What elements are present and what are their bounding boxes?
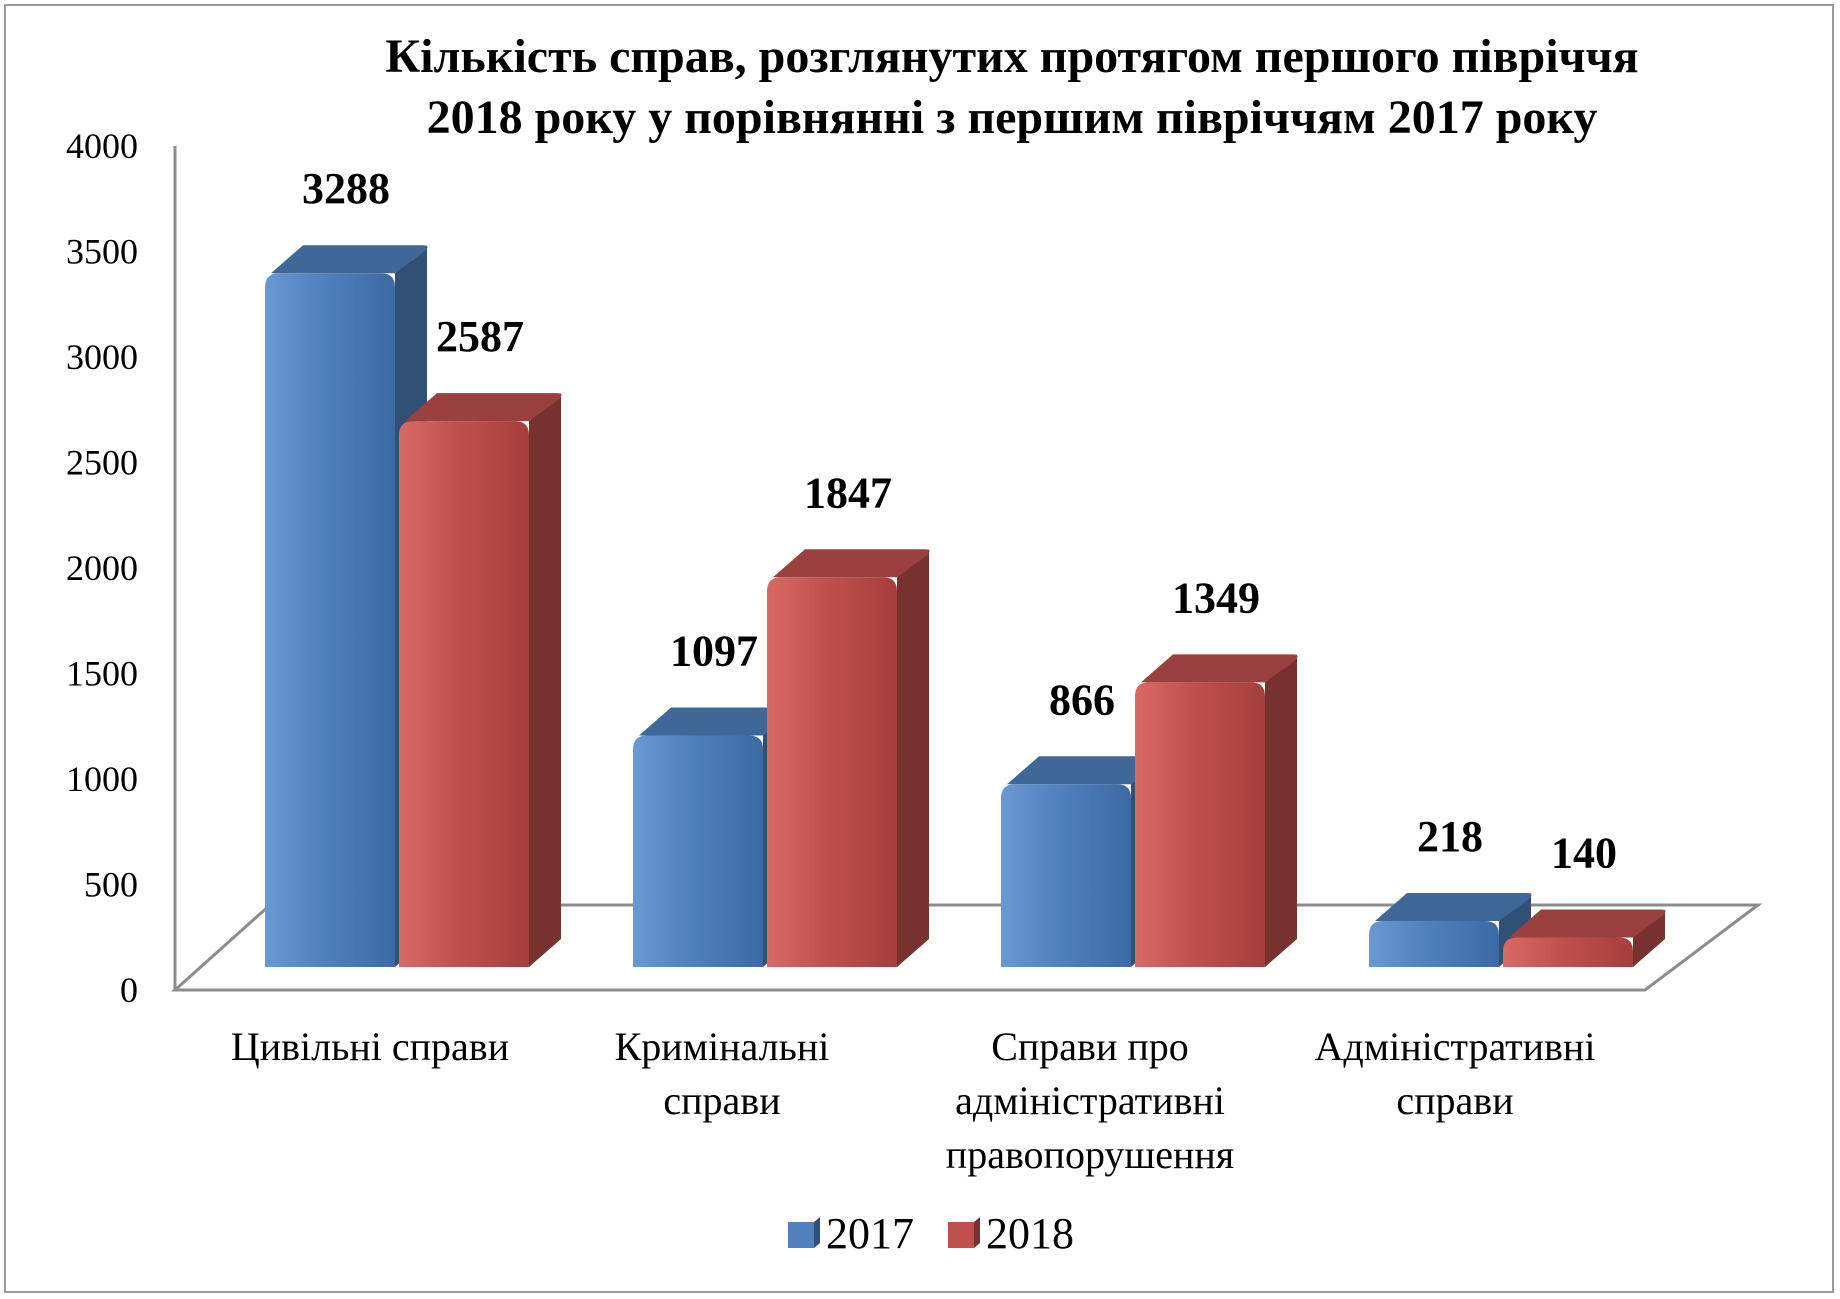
bar-2018-0: [399, 393, 562, 967]
chart-title: Кількість справ, розглянутих протягом пе…: [385, 30, 1638, 144]
value-label-2017-0: 3288: [302, 164, 390, 213]
y-axis: 0 500 1000 1500 2000 2500 3000 3500 4000: [66, 126, 177, 1010]
bar-top-face: [639, 707, 796, 736]
floor-plane: [171, 903, 1763, 992]
value-label-2018-3: 140: [1551, 828, 1617, 877]
bar-top-face: [773, 549, 930, 578]
y-tick-label: 0: [120, 970, 138, 1010]
bar-top-face: [1375, 893, 1532, 922]
value-label-2017-2: 866: [1049, 675, 1115, 724]
value-label-2018-1: 1847: [804, 468, 892, 517]
value-label-2017-3: 218: [1417, 812, 1483, 861]
y-tick-label: 500: [84, 865, 138, 905]
value-label-2018-2: 1349: [1172, 573, 1260, 622]
bar-front-face: [265, 273, 395, 967]
bar-front-face: [633, 735, 763, 967]
bar-2018-1: [767, 549, 930, 967]
bar-top-face: [405, 393, 562, 422]
data-labels: 3288 2587 1097 1847 866 1349 218 140: [302, 164, 1617, 877]
bar-front-face: [399, 421, 529, 967]
bar-front-face: [1369, 921, 1499, 967]
y-tick-label: 2500: [66, 443, 138, 483]
bar-front-face: [767, 577, 897, 967]
chart-floor: [171, 903, 1763, 992]
y-tick-label: 4000: [66, 126, 138, 166]
bar-2018-3: [1503, 909, 1666, 967]
bar-top-face: [1141, 654, 1298, 683]
bars: [265, 245, 1666, 967]
legend-label: 2018: [986, 1209, 1074, 1258]
legend-swatch: [948, 1222, 974, 1248]
bar-top-face: [1509, 909, 1666, 938]
chart-title-line-1: Кількість справ, розглянутих протягом пе…: [385, 30, 1638, 83]
y-tick-label: 2000: [66, 548, 138, 588]
bar-top-face: [271, 245, 428, 274]
legend: 2017 2018: [788, 1209, 1074, 1258]
legend-label: 2017: [826, 1209, 914, 1258]
bar-side-face: [1265, 654, 1297, 967]
category-label-2: Справи про адміністративні правопорушення: [946, 1024, 1234, 1177]
y-tick-label: 1500: [66, 654, 138, 694]
category-label-3: Адміністративні справи: [1315, 1024, 1596, 1123]
y-tick-label: 3000: [66, 337, 138, 377]
value-label-2017-1: 1097: [670, 627, 758, 676]
legend-swatch: [788, 1222, 814, 1248]
bar-side-face: [897, 549, 929, 967]
category-label-0: Цивільні справи: [231, 1024, 509, 1069]
chart-title-line-2: 2018 року у порівнянні з першим півріччя…: [427, 91, 1598, 144]
legend-item-2018: 2018: [948, 1209, 1074, 1258]
legend-item-2017: 2017: [788, 1209, 914, 1258]
category-label-1: Кримінальні справи: [615, 1024, 830, 1123]
value-label-2018-0: 2587: [436, 312, 524, 361]
y-tick-label: 3500: [66, 232, 138, 272]
category-axis: Цивільні справи Кримінальні справи Справи п…: [231, 1024, 1596, 1177]
bar-2018-2: [1135, 654, 1298, 967]
bar-side-face: [1633, 909, 1665, 967]
bar-front-face: [1001, 784, 1131, 967]
bar-side-face: [529, 393, 561, 967]
y-tick-label: 1000: [66, 759, 138, 799]
bar-front-face: [1135, 682, 1265, 967]
bar-top-face: [1007, 756, 1164, 785]
bar-front-face: [1503, 937, 1633, 967]
